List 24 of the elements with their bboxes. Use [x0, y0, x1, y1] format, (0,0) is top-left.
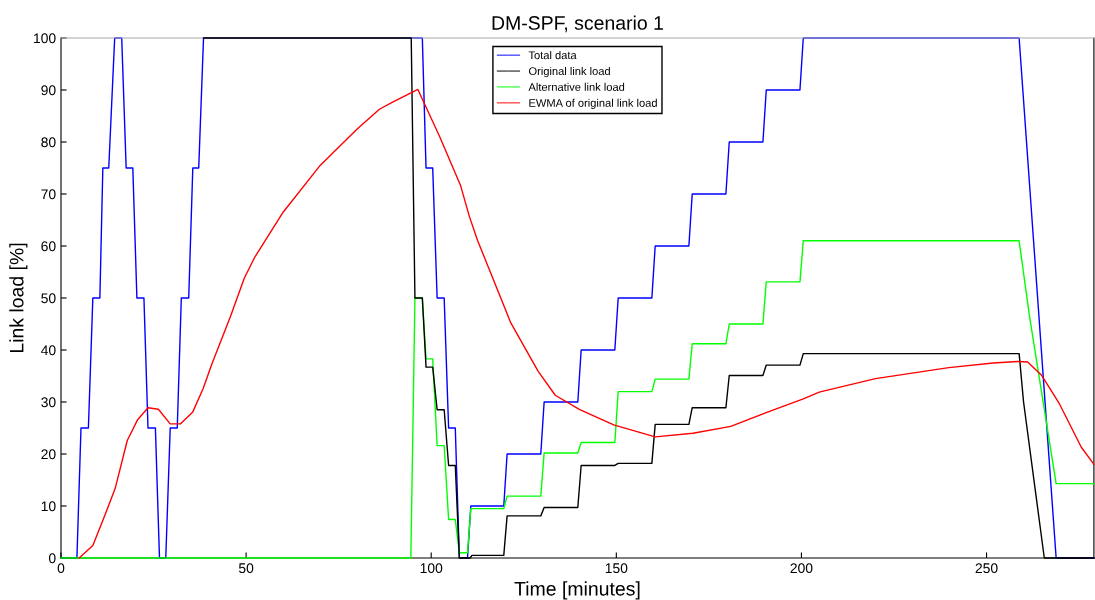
x-axis-title: Time [minutes]	[514, 581, 640, 600]
y-axis-title: Link load [%]	[9, 243, 28, 353]
y-tick-label: 50	[41, 293, 56, 304]
y-tick-label: 20	[41, 449, 56, 460]
x-tick-label: 100	[420, 563, 443, 574]
legend-label: Total data	[528, 50, 577, 60]
y-tick-label: 90	[41, 85, 56, 96]
y-tick-label: 60	[41, 241, 56, 252]
y-tick-label: 10	[41, 501, 56, 512]
legend-label: Original link load	[529, 66, 610, 78]
y-tick-label: 80	[41, 137, 56, 148]
legend-label: Alternative link load	[528, 82, 625, 91]
x-tick-label: 250	[975, 563, 998, 574]
x-tick-label: 150	[605, 563, 628, 574]
chart-title: DM-SPF, scenario 1	[492, 15, 663, 33]
legend-label: EWMA of original link load	[529, 98, 657, 110]
y-tick-label: 40	[41, 345, 56, 356]
x-tick-label: 50	[238, 563, 254, 574]
y-tick-label: 0	[48, 553, 56, 564]
y-tick-label: 30	[41, 397, 56, 408]
y-tick-label: 70	[41, 189, 56, 200]
x-tick-label: 0	[57, 563, 65, 574]
y-tick-label: 100	[34, 33, 56, 44]
x-tick-label: 200	[790, 563, 813, 574]
